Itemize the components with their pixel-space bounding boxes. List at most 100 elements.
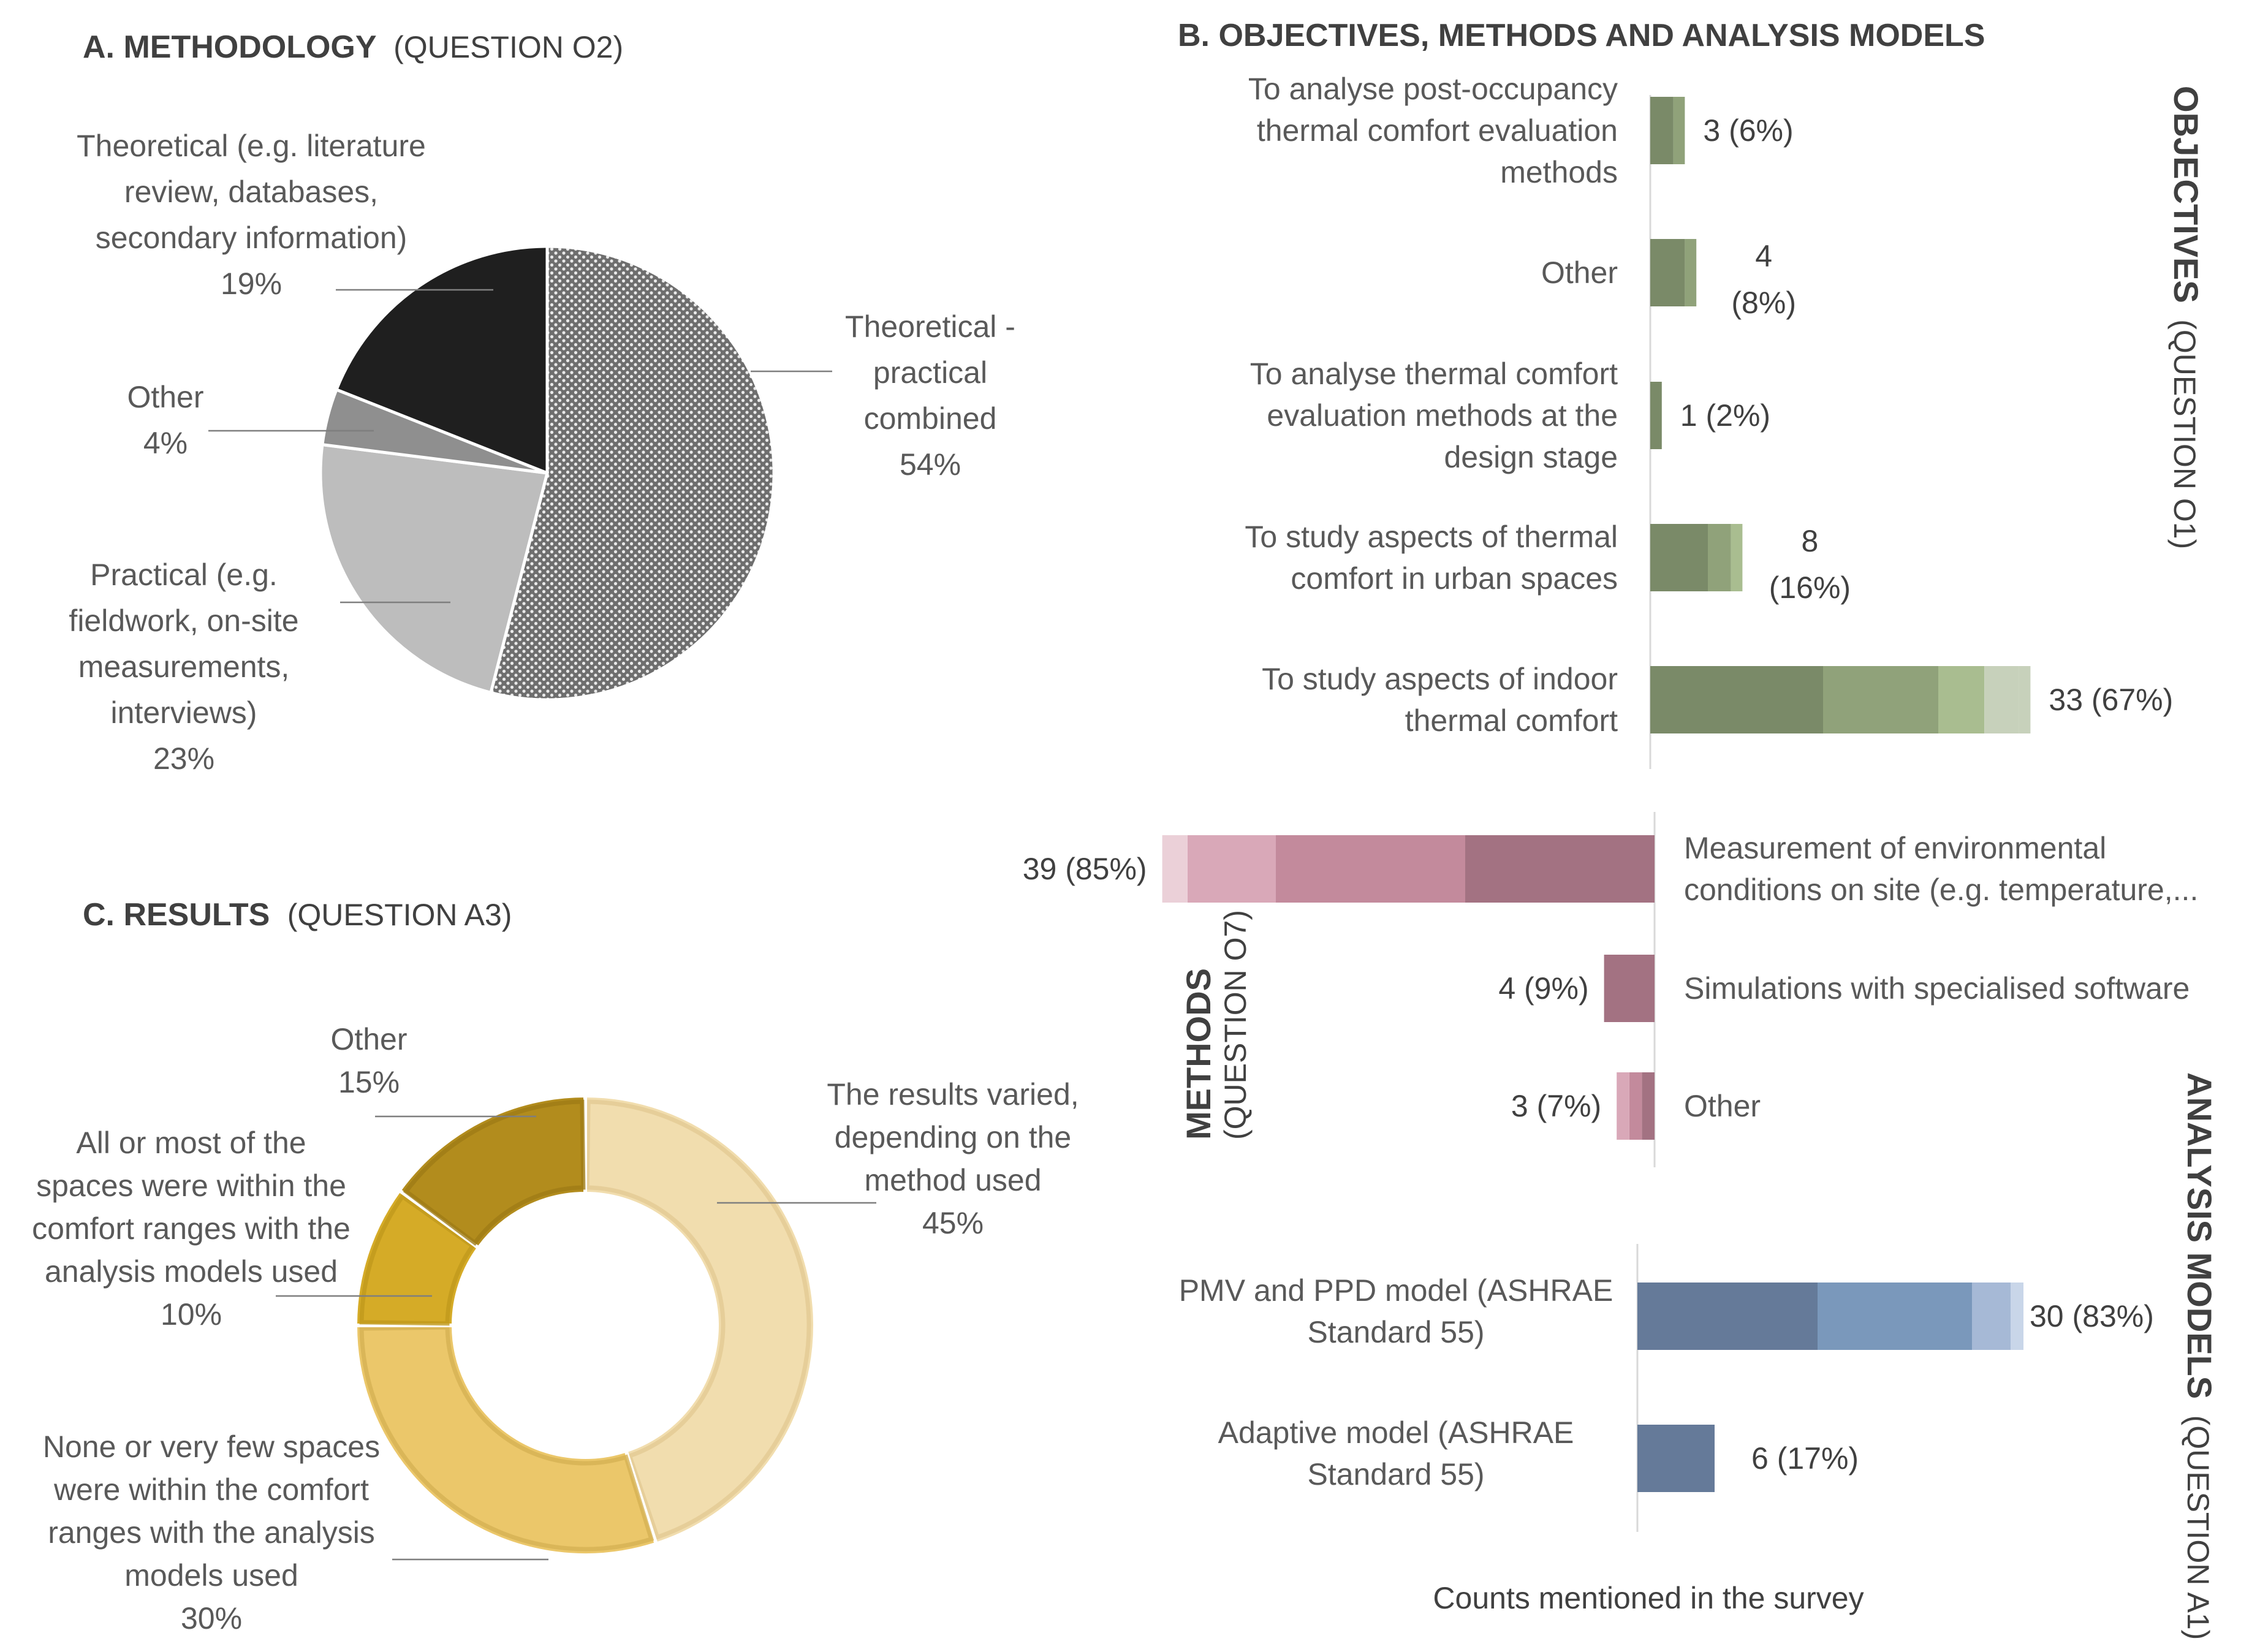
svg-text:ANALYSIS MODELS (QUESTIO: ANALYSIS MODELS (QUESTION A1): [2180, 1072, 2219, 1640]
methods-bar-segment: [1642, 1072, 1655, 1140]
donut-label-all-line: All or most of the: [76, 1126, 306, 1160]
analysis-bar-segment: [1818, 1283, 1972, 1350]
objectives-category-label-line: comfort in urban spaces: [1291, 561, 1618, 596]
analysis-side-label: ANALYSIS MODELS (QUESTION A1): [2180, 1072, 2219, 1640]
objectives-category-label: To analyse thermal comfort evaluation met…: [1250, 357, 1618, 474]
objectives-category-label-line: To analyse post-occupancy: [1248, 72, 1618, 106]
svg-text:OBJECTIVES (QUESTION O1): OBJECTIVES (QUESTION O1): [2167, 86, 2205, 549]
methods-side-label: METHODS (QUESTION O7): [1179, 910, 1253, 1140]
donut-slice-edge-all: [359, 1193, 476, 1326]
pie-label-combined-line: practical: [873, 355, 987, 390]
pie-label-combined-line: Theoretical -: [845, 309, 1015, 344]
analysis-value-label: 6 (17%): [1751, 1441, 1859, 1476]
objectives-value-label: 33 (67%): [2049, 683, 2173, 717]
pie-label-theoretical-line: secondary information): [96, 221, 408, 255]
methods-bar-segment: [1617, 1072, 1629, 1140]
objectives-bar-segment: [2019, 666, 2031, 733]
pie-label-theoretical-line: 19%: [221, 267, 282, 301]
objectives-category-label: Other: [1541, 256, 1618, 290]
pie-label-practical: Practical (e.g. fieldwork, on-site measure…: [69, 558, 298, 776]
methods-bar-segment: [1629, 1072, 1642, 1140]
donut-label-other: Other 15%: [330, 1022, 407, 1099]
donut-label-none: None or very few spaces were within the c…: [43, 1430, 380, 1635]
pie-label-other: Other 4%: [127, 380, 203, 460]
methods-category-label-line: Simulations with specialised software: [1684, 971, 2190, 1006]
donut-label-none-line: were within the comfort: [53, 1472, 369, 1507]
objectives-side-label-sub: (QUESTION O1): [2167, 319, 2202, 549]
donut-label-varied-line: 45%: [922, 1206, 984, 1240]
methods-bar-segment: [1604, 955, 1655, 1022]
objectives-bar-segment: [1984, 666, 2019, 733]
analysis-category-label-line: Standard 55): [1307, 1457, 1484, 1491]
pie-label-theoretical-line: review, databases,: [124, 175, 378, 209]
objectives-side-label: OBJECTIVES (QUESTION O1): [2167, 86, 2205, 549]
analysis-category-label-line: PMV and PPD model (ASHRAE: [1179, 1273, 1613, 1308]
analysis-xlabel: Counts mentioned in the survey: [1433, 1581, 1864, 1615]
objectives-value-label: 4 (8%): [1731, 239, 1796, 320]
objectives-value-label: 8 (16%): [1769, 524, 1851, 605]
donut-label-none-line: models used: [124, 1558, 298, 1593]
pie-label-practical-line: 23%: [153, 741, 214, 776]
pie-label-combined-line: 54%: [900, 447, 961, 482]
objectives-bar-segment: [1731, 524, 1743, 591]
bars-objectives: To analyse post-occupancy thermal comfort…: [1245, 72, 2173, 769]
objectives-category-label-line: To analyse thermal comfort: [1250, 357, 1618, 391]
pie-label-theoretical-line: Theoretical (e.g. literature: [77, 129, 426, 163]
objectives-value-label: 3 (6%): [1703, 113, 1793, 148]
objectives-bar-segment: [1823, 666, 1938, 733]
pie-slice-combined: [488, 244, 776, 702]
donut-label-all-line: analysis models used: [45, 1254, 338, 1289]
panel-c-title-sub: (QUESTION A3): [287, 898, 512, 932]
methods-category-label: Other: [1684, 1089, 1761, 1123]
objectives-bar-segment: [1650, 97, 1674, 164]
panel-b-title: B. OBJECTIVES, METHODS AND ANALYSIS MODE…: [1178, 18, 1985, 53]
methods-side-label-sub: (QUESTION O7): [1218, 910, 1253, 1140]
objectives-value-label-line: 4: [1755, 239, 1772, 273]
bars-analysis: PMV and PPD model (ASHRAE Standard 55) 30 …: [1179, 1244, 2154, 1532]
donut-label-all-line: 10%: [161, 1297, 222, 1332]
objectives-category-label-line: methods: [1500, 155, 1618, 189]
analysis-category-label: PMV and PPD model (ASHRAE Standard 55): [1179, 1273, 1613, 1349]
pie-slice-practical: [319, 442, 550, 695]
pie-label-theoretical: Theoretical (e.g. literature review, data…: [77, 129, 426, 301]
methods-category-label-line: Measurement of environmental: [1684, 831, 2106, 865]
analysis-side-label-main: ANALYSIS MODELS: [2180, 1072, 2219, 1399]
donut-label-other-line: 15%: [338, 1065, 400, 1099]
objectives-value-label-line: (16%): [1769, 570, 1851, 605]
objectives-category-label-line: evaluation methods at the: [1267, 398, 1618, 433]
methods-value-label: 3 (7%): [1511, 1089, 1601, 1123]
pie-label-combined-line: combined: [864, 401, 997, 436]
donut-results: The results varied, depending on the metho…: [32, 1022, 1079, 1635]
pie-label-other-line: Other: [127, 380, 203, 414]
analysis-bar-segment: [2011, 1283, 2023, 1350]
objectives-category-label-line: To study aspects of indoor: [1262, 662, 1618, 696]
bars-methods: Measurement of environmental conditions o…: [1023, 812, 2198, 1167]
objectives-bar-segment: [1685, 239, 1697, 306]
analysis-value-label: 30 (83%): [2030, 1299, 2154, 1333]
donut-label-varied-line: The results varied,: [827, 1077, 1079, 1112]
analysis-side-label-sub: (QUESTION A1): [2181, 1415, 2215, 1640]
methods-bar-segment: [1465, 835, 1655, 903]
donut-label-other-line: Other: [330, 1022, 407, 1056]
panel-c-title: C. RESULTS (QUESTION A3): [83, 897, 512, 933]
analysis-bar-segment: [1972, 1283, 2011, 1350]
objectives-category-label: To analyse post-occupancy thermal comfort…: [1248, 72, 1618, 189]
objectives-side-label-main: OBJECTIVES: [2167, 86, 2205, 303]
methods-side-label-main: METHODS: [1179, 968, 1218, 1140]
objectives-bar-segment: [1938, 666, 1985, 733]
methods-bar-segment: [1187, 835, 1276, 903]
donut-slice-edge-other: [403, 1099, 586, 1246]
objectives-category-label-line: design stage: [1444, 440, 1618, 474]
panel-a-title-main: A. METHODOLOGY: [83, 29, 376, 65]
pie-slice-theoretical: [334, 244, 549, 476]
donut-label-varied-line: depending on the: [835, 1120, 1071, 1154]
donut-slice-edge-none: [359, 1325, 654, 1552]
donut-slice-other: [396, 1093, 587, 1251]
methods-bar-segment: [1162, 835, 1188, 903]
pie-label-other-line: 4%: [143, 426, 188, 460]
pie-label-practical-line: fieldwork, on-site: [69, 604, 298, 638]
methods-category-label-line: Other: [1684, 1089, 1761, 1123]
analysis-bar-segment: [1637, 1283, 1818, 1350]
donut-label-all-line: comfort ranges with the: [32, 1211, 351, 1246]
